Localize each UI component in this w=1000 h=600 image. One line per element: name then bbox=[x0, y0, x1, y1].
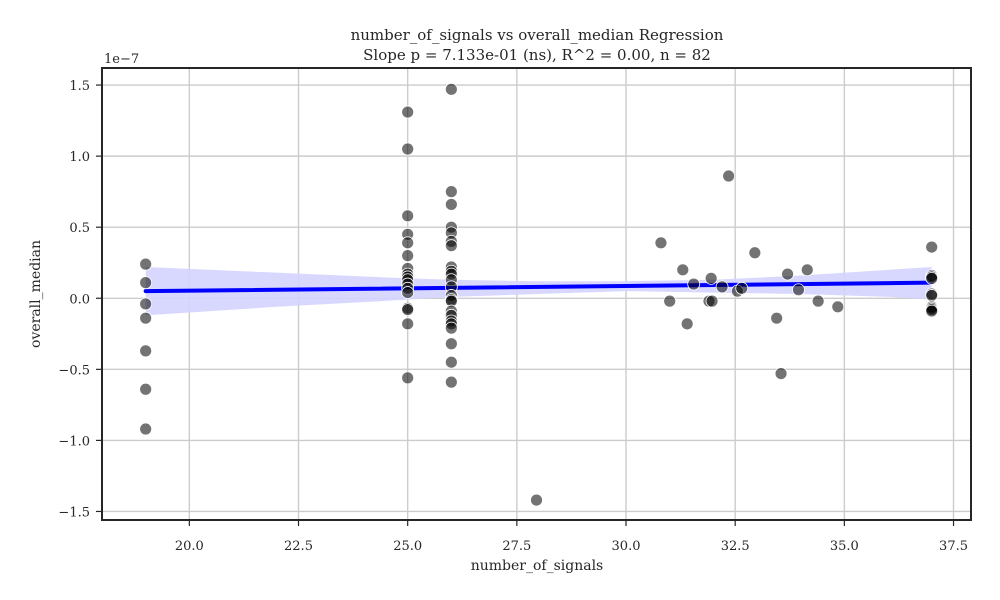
scatter-point bbox=[401, 317, 415, 331]
y-tick-label: 0.0 bbox=[69, 292, 90, 307]
scatter-point bbox=[722, 169, 736, 183]
x-tick-label: 37.5 bbox=[939, 539, 968, 554]
scatter-point bbox=[139, 422, 153, 436]
scatter-point bbox=[781, 267, 794, 281]
scatter-point bbox=[925, 289, 939, 302]
confidence-band bbox=[145, 266, 932, 316]
scatter-point bbox=[444, 337, 458, 351]
scatter-point bbox=[735, 281, 749, 295]
y-tick-label: 0.5 bbox=[69, 221, 90, 236]
scatter-point bbox=[748, 246, 762, 260]
scatter-point bbox=[705, 294, 719, 308]
x-tick-label: 32.5 bbox=[721, 539, 750, 554]
chart-title: number_of_signals vs overall_median Regr… bbox=[351, 26, 724, 44]
y-tick-label: −1.5 bbox=[58, 505, 90, 520]
scatter-point bbox=[770, 311, 784, 325]
scatter-point bbox=[444, 321, 458, 335]
scatter-point bbox=[687, 277, 701, 291]
scatter-point bbox=[444, 239, 458, 253]
scatter-point bbox=[401, 249, 415, 263]
scatter-point bbox=[800, 263, 814, 277]
scatter-points bbox=[139, 82, 939, 507]
y-tick-label: 1.5 bbox=[69, 79, 90, 94]
scatter-point bbox=[831, 300, 845, 314]
scatter-point bbox=[401, 209, 415, 223]
scatter-point bbox=[680, 317, 694, 331]
scatter-point bbox=[663, 294, 677, 308]
scatter-point bbox=[401, 105, 415, 119]
y-tick-label: −1.0 bbox=[58, 434, 90, 449]
x-tick-label: 30.0 bbox=[612, 539, 641, 554]
scatter-point bbox=[401, 303, 415, 317]
scatter-point bbox=[139, 297, 153, 311]
scatter-point bbox=[811, 294, 825, 308]
scatter-point bbox=[444, 198, 458, 211]
axis-ticks: 20.0 22.5 25.0 27.5 30.0 32.5 35.0 37.5 −1.5 −1.0… bbox=[58, 79, 968, 554]
scatter-point bbox=[792, 283, 805, 297]
scatter-point bbox=[139, 344, 153, 358]
scatter-point bbox=[139, 257, 153, 271]
y-tick-label: 1.0 bbox=[69, 150, 90, 165]
y-tick-label: −0.5 bbox=[58, 363, 90, 378]
scatter-point bbox=[925, 240, 939, 254]
scatter-point bbox=[654, 236, 668, 250]
scatter-point bbox=[704, 271, 718, 285]
scatter-point bbox=[925, 304, 939, 318]
x-tick-label: 35.0 bbox=[830, 539, 859, 554]
x-tick-label: 25.0 bbox=[393, 539, 422, 554]
scatter-point bbox=[774, 367, 788, 380]
scatter-point bbox=[676, 263, 690, 277]
confidence-band-layer bbox=[145, 266, 932, 316]
x-tick-label: 22.5 bbox=[284, 539, 313, 554]
scatter-point bbox=[401, 286, 415, 299]
scatter-point bbox=[444, 82, 458, 96]
scatter-point bbox=[401, 236, 415, 250]
scatter-point bbox=[444, 185, 458, 199]
scatter-point bbox=[401, 142, 415, 156]
axes-frame bbox=[101, 67, 972, 521]
scatter-point bbox=[401, 371, 415, 385]
scatter-point bbox=[139, 276, 153, 290]
x-axis-label: number_of_signals bbox=[471, 558, 604, 574]
scatter-point bbox=[444, 375, 458, 389]
scatter-point bbox=[530, 493, 543, 507]
y-offset-label: 1e−7 bbox=[104, 52, 139, 67]
scatter-point bbox=[925, 271, 939, 285]
x-tick-label: 27.5 bbox=[502, 539, 531, 554]
chart-subtitle: Slope p = 7.133e-01 (ns), R^2 = 0.00, n … bbox=[363, 46, 711, 64]
scatter-point bbox=[444, 355, 458, 369]
scatter-point bbox=[715, 280, 729, 294]
x-tick-label: 20.0 bbox=[175, 539, 204, 554]
scatter-point bbox=[139, 311, 153, 325]
scatter-point bbox=[139, 382, 153, 396]
y-axis-label: overall_median bbox=[28, 240, 44, 348]
